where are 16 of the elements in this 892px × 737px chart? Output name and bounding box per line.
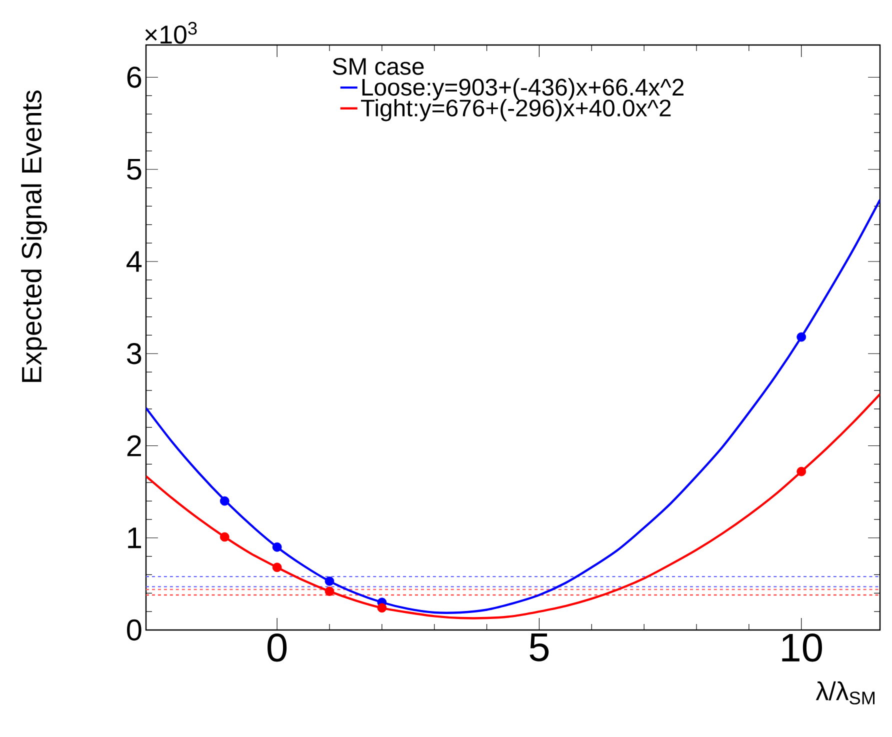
y-tick-label: 4: [126, 251, 142, 272]
x-tick-label: 10: [782, 634, 822, 662]
y-axis-title: Expected Signal Events: [21, 90, 48, 382]
legend-label: Loose:y=903+(-436)x+66.4x^2: [362, 78, 684, 100]
legend-label: Tight:y=676+(-296)x+40.0x^2: [360, 98, 671, 122]
y-tick-label: 6: [127, 66, 142, 88]
y-tick-label: 3: [127, 343, 142, 364]
y-tick-label: 5: [127, 158, 142, 180]
text: ×10$^{3}$: [145, 22, 197, 44]
y-tick-label: 2: [127, 435, 141, 456]
legend-title: SM case: [332, 58, 424, 75]
x-tick-label: 5: [530, 634, 549, 662]
y-tick-label: 0: [127, 619, 142, 641]
x-tick-label: 0: [268, 634, 287, 662]
y-tick-label: 1: [128, 528, 142, 548]
x-axis-title: λ/λ$_{SM}$: [816, 681, 874, 704]
